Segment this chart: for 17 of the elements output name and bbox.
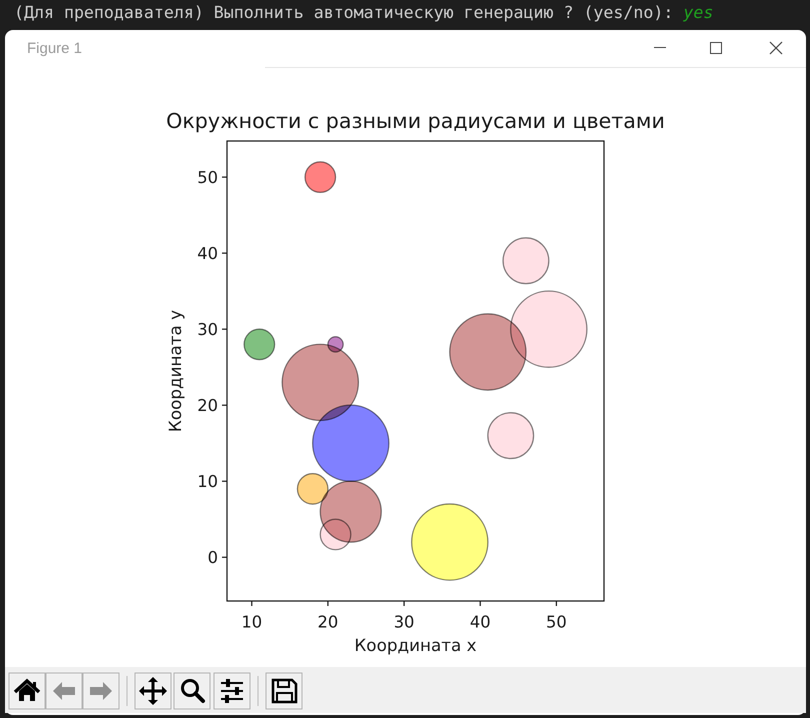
y-tick-label: 10 [197,472,218,492]
y-tick-label: 50 [197,168,218,187]
y-tick-label: 30 [197,320,218,339]
y-tick-label: 40 [197,244,218,263]
y-axis-title: Координата y [165,310,185,432]
x-tick-label: 50 [546,612,567,632]
text: (Для преподавателя) Выполнить автоматическую генерацию ? (yes/no): [14,3,674,22]
x-tick-label: 20 [318,612,338,632]
text: yes [682,3,714,22]
x-tick-label: 30 [394,612,414,632]
x-tick-label: 40 [470,612,491,632]
y-tick-label: 0 [208,548,218,568]
chart-title: Окружности с разными радиусами и цветами [166,109,665,133]
x-axis-title: Координата x [354,635,477,655]
caption: Figure 1 [27,40,82,57]
y-tick-label: 20 [197,396,218,416]
x-tick-label: 10 [241,612,262,632]
